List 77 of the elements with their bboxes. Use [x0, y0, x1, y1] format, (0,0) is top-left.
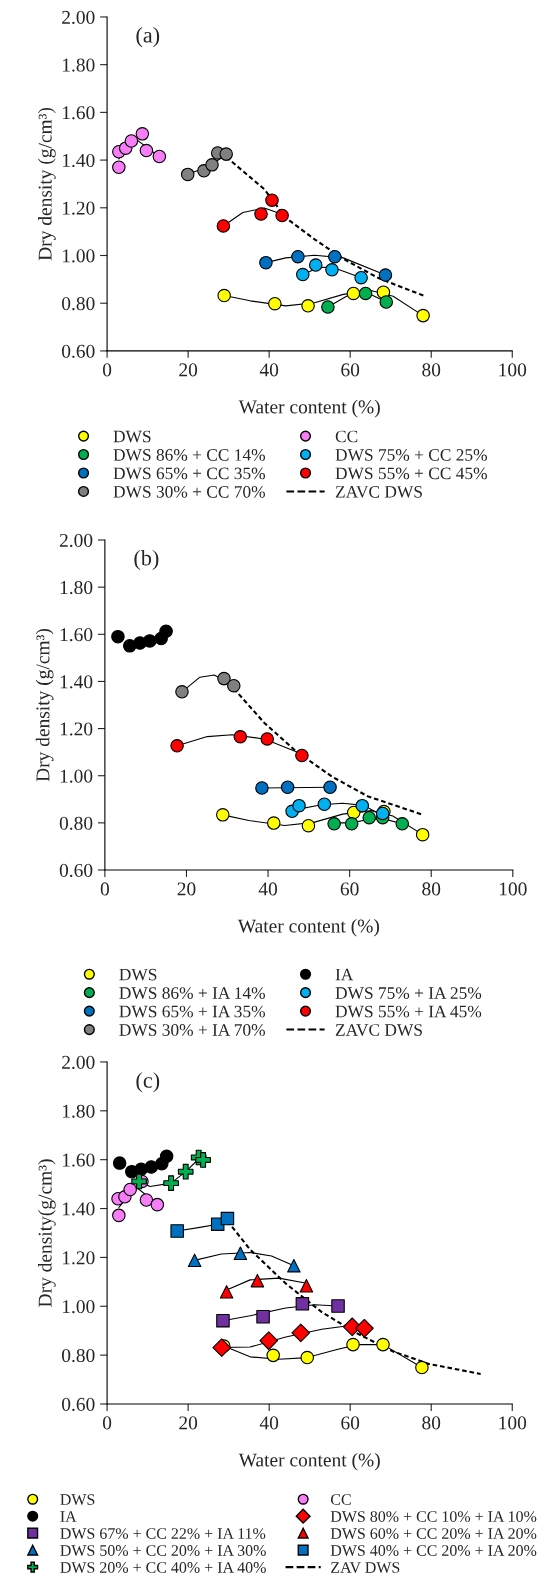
legend-label: ZAVC DWS	[335, 486, 422, 498]
x-tick-label: 60	[340, 882, 359, 896]
legend-label: DWS 65% + IA 35%	[119, 1005, 265, 1018]
y-axis-title: Dry density (g/cm³)	[38, 107, 56, 261]
x-tick-label: 100	[499, 882, 527, 896]
legend-label: CC	[330, 1494, 351, 1505]
x-tick-label: 40	[259, 1416, 279, 1430]
x-tick-label: 80	[422, 363, 441, 377]
legend-label: DWS 30% + CC 70%	[113, 485, 265, 498]
y-tick-label: 1.40	[60, 675, 93, 689]
legend-label: DWS 86% + CC 14%	[113, 449, 265, 461]
x-tick-label: 100	[499, 363, 527, 377]
legend-label: DWS 80% + CC 10% + IA 10%	[330, 1511, 537, 1523]
y-tick-label: 0.80	[59, 816, 93, 830]
chart-title: (a)	[136, 26, 160, 48]
y-tick-label: 1.20	[62, 201, 95, 215]
x-tick-label: 60	[341, 1416, 360, 1430]
x-tick-label: 40	[258, 882, 278, 896]
y-tick-label: 1.00	[62, 1300, 95, 1314]
legend-label: DWS 30% + IA 70%	[119, 1024, 265, 1036]
legend-label: DWS	[119, 968, 157, 981]
legend-label: DWS 50% + CC 20% + IA 30%	[60, 1545, 266, 1556]
y-axis-title: Dry density(g/cm³)	[38, 1159, 56, 1307]
y-tick-label: 1.00	[62, 249, 95, 263]
legend-label: DWS	[60, 1494, 95, 1506]
x-tick-label: 0	[102, 1416, 112, 1430]
legend-label: DWS	[113, 430, 151, 443]
legend-label: IA	[60, 1511, 77, 1522]
y-tick-label: 1.20	[62, 1251, 95, 1265]
y-tick-label: 0.60	[62, 344, 95, 358]
chart-title: (c)	[136, 1072, 160, 1093]
x-axis-title: Water content (%)	[238, 399, 380, 418]
legend-label: DWS 55% + IA 45%	[335, 1005, 482, 1018]
legend-label: DWS 20% + CC 40% + IA 40%	[60, 1562, 266, 1573]
legend-label: CC	[335, 430, 358, 443]
legend-label: DWS 40% + CC 20% + IA 20%	[330, 1545, 537, 1556]
y-tick-label: 1.80	[60, 580, 93, 595]
legend-label: ZAV DWS	[331, 1562, 400, 1573]
legend-label: DWS 75% + IA 25%	[335, 987, 482, 999]
legend-label: ZAVC DWS	[335, 1024, 422, 1036]
y-tick-label: 0.80	[62, 1348, 95, 1363]
y-tick-label: 0.60	[59, 863, 93, 878]
y-tick-label: 1.60	[62, 106, 95, 120]
x-axis-title: Water content (%)	[237, 918, 380, 937]
y-axis-title: Dry density (g/cm³)	[35, 628, 54, 782]
y-tick-label: 0.80	[62, 297, 95, 311]
legend-label: DWS 67% + CC 22% + IA 11%	[60, 1528, 266, 1539]
x-tick-label: 100	[499, 1416, 527, 1430]
y-tick-label: 1.60	[62, 1153, 95, 1167]
y-tick-label: 1.40	[62, 153, 95, 168]
y-tick-label: 2.00	[62, 1055, 95, 1069]
y-tick-label: 1.20	[60, 722, 93, 736]
y-tick-label: 1.00	[60, 769, 93, 783]
x-tick-label: 60	[341, 363, 360, 377]
y-tick-label: 1.80	[62, 58, 95, 72]
chart-title: (b)	[134, 549, 159, 571]
x-tick-label: 20	[177, 882, 196, 896]
y-tick-label: 2.00	[59, 533, 93, 548]
x-tick-label: 80	[422, 1416, 441, 1430]
legend-label: IA	[335, 968, 354, 981]
legend-label: DWS 86% + IA 14%	[119, 987, 265, 999]
x-tick-label: 0	[100, 882, 109, 896]
x-tick-label: 20	[179, 1416, 198, 1430]
legend-label: DWS 75% + CC 25%	[335, 449, 487, 461]
legend-label: DWS 60% + CC 20% + IA 20%	[330, 1528, 537, 1539]
y-tick-label: 1.60	[60, 628, 93, 642]
y-tick-label: 2.00	[62, 10, 95, 24]
y-tick-label: 1.80	[62, 1104, 95, 1118]
y-tick-label: 1.40	[62, 1202, 95, 1216]
x-tick-label: 0	[102, 363, 112, 377]
x-tick-label: 80	[422, 882, 441, 896]
x-axis-title: Water content (%)	[238, 1452, 380, 1471]
x-tick-label: 20	[179, 363, 198, 377]
y-tick-label: 0.60	[62, 1397, 95, 1412]
x-tick-label: 40	[259, 363, 279, 377]
legend-label: DWS 55% + CC 45%	[335, 467, 487, 480]
legend-label: DWS 65% + CC 35%	[113, 467, 265, 480]
